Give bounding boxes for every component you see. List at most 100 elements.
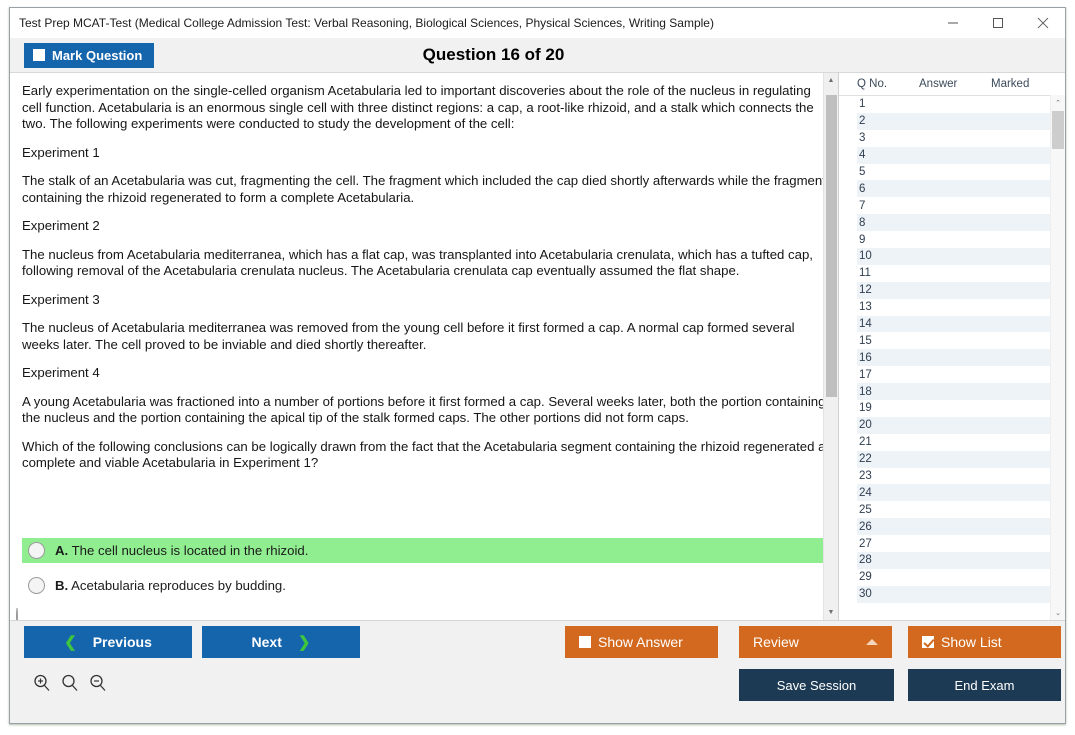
scroll-down-icon[interactable]: ⌄	[1055, 609, 1061, 617]
mark-question-button[interactable]: Mark Question	[24, 42, 155, 68]
question-list-row[interactable]: 6	[857, 180, 1050, 198]
review-dropdown[interactable]: Review	[739, 626, 892, 658]
question-list-row[interactable]: 16	[857, 349, 1050, 367]
question-number: 6	[859, 182, 866, 195]
question-list-row[interactable]: 8	[857, 214, 1050, 232]
next-label: Next	[251, 634, 282, 650]
question-list-pane: Q No. Answer Marked 1 2 3 4 5 6 7 8 9 10 11 12 13 14 1…	[839, 72, 1065, 620]
show-answer-label: Show Answer	[598, 634, 683, 650]
show-list-checkbox-icon	[922, 636, 934, 648]
radio-icon[interactable]	[28, 577, 45, 594]
close-icon[interactable]	[1020, 8, 1065, 38]
show-answer-button[interactable]: Show Answer	[565, 626, 718, 658]
question-list-row[interactable]: 26	[857, 518, 1050, 536]
radio-icon[interactable]	[28, 542, 45, 559]
question-list-scrollbar[interactable]: ⌃ ⌄	[1050, 95, 1065, 620]
question-number: 26	[859, 520, 872, 533]
zoom-reset-icon[interactable]	[60, 673, 80, 693]
question-list-row[interactable]: 1	[857, 96, 1050, 113]
question-list-row[interactable]: 23	[857, 468, 1050, 485]
question-list-row[interactable]: 3	[857, 130, 1050, 147]
option-text: Acetabularia reproduces by budding.	[71, 578, 286, 593]
option-letter: A.	[55, 543, 69, 558]
end-exam-button[interactable]: End Exam	[908, 669, 1061, 701]
question-list-row[interactable]: 2	[857, 112, 1050, 130]
passage-scrollbar-thumb[interactable]	[826, 95, 837, 397]
passage-paragraph: Experiment 3	[22, 291, 100, 307]
question-list-row[interactable]: 9	[857, 231, 1050, 248]
question-number: 11	[859, 267, 871, 280]
question-list-row[interactable]: 24	[857, 484, 1050, 502]
answer-option-c-clipped[interactable]	[10, 608, 838, 620]
minimize-icon[interactable]	[930, 8, 975, 38]
question-number: 30	[859, 588, 872, 601]
window-title: Test Prep MCAT-Test (Medical College Adm…	[19, 16, 714, 30]
passage-text: Early experimentation on the single-cell…	[10, 73, 838, 538]
question-list-row[interactable]: 4	[857, 146, 1050, 164]
previous-button[interactable]: ❮ Previous	[24, 626, 192, 658]
question-number: 14	[859, 318, 872, 331]
question-list-row[interactable]: 7	[857, 197, 1050, 214]
passage-scrollbar[interactable]: ▲ ▼	[823, 73, 838, 620]
maximize-icon[interactable]	[975, 8, 1020, 38]
passage-paragraph: The stalk of an Acetabularia was cut, fr…	[22, 173, 826, 205]
option-text: The cell nucleus is located in the rhizo…	[71, 543, 309, 558]
question-list-row[interactable]: 19	[857, 400, 1050, 417]
question-number: 9	[859, 233, 866, 246]
question-list-row[interactable]: 28	[857, 552, 1050, 569]
question-list-row[interactable]: 12	[857, 281, 1050, 299]
question-list-row[interactable]: 22	[857, 450, 1050, 468]
show-list-label: Show List	[941, 634, 1002, 650]
answer-options: A. The cell nucleus is located in the rh…	[10, 538, 838, 608]
question-number: 7	[859, 199, 866, 212]
question-number: 21	[859, 436, 872, 449]
scroll-up-icon[interactable]: ⌃	[1055, 99, 1061, 107]
question-list-row[interactable]: 14	[857, 315, 1050, 333]
review-label: Review	[753, 634, 799, 650]
question-number: 13	[859, 301, 872, 314]
scroll-up-icon[interactable]: ▲	[827, 77, 835, 84]
question-list-row[interactable]: 27	[857, 535, 1050, 552]
scroll-down-icon[interactable]: ▼	[827, 609, 835, 616]
question-list-row[interactable]: 5	[857, 164, 1050, 181]
show-list-button[interactable]: Show List	[908, 626, 1061, 658]
question-number: 16	[859, 351, 872, 364]
next-button[interactable]: Next ❯	[202, 626, 360, 658]
question-list-row[interactable]: 11	[857, 265, 1050, 282]
zoom-out-icon[interactable]	[88, 673, 108, 693]
question-list-row[interactable]: 29	[857, 569, 1050, 586]
question-list-row[interactable]: 10	[857, 248, 1050, 265]
question-list-row[interactable]: 21	[857, 434, 1050, 451]
passage-paragraph: The nucleus of Acetabularia mediterranea…	[22, 320, 795, 352]
answer-option-a[interactable]: A. The cell nucleus is located in the rh…	[22, 538, 826, 563]
question-list-row[interactable]: 17	[857, 366, 1050, 383]
question-number: 19	[859, 402, 872, 415]
question-counter-text: Question 16 of 20	[422, 45, 565, 64]
chevron-right-icon: ❯	[297, 633, 311, 651]
title-bar: Test Prep MCAT-Test (Medical College Adm…	[10, 8, 1065, 38]
column-header-qno: Q No.	[857, 78, 888, 90]
zoom-in-icon[interactable]	[32, 673, 52, 693]
question-list-row[interactable]: 20	[857, 416, 1050, 434]
passage-paragraph: The nucleus from Acetabularia mediterran…	[22, 246, 813, 279]
question-number: 4	[859, 149, 866, 162]
passage-pane: Early experimentation on the single-cell…	[10, 72, 839, 620]
question-number: 28	[859, 554, 872, 567]
question-number: 18	[859, 385, 872, 398]
header-bar: Mark Question Question 16 of 20	[10, 38, 1065, 72]
question-number: 2	[859, 115, 866, 128]
save-session-label: Save Session	[776, 677, 857, 693]
answer-option-b[interactable]: B. Acetabularia reproduces by budding.	[22, 573, 826, 598]
question-list-row[interactable]: 15	[857, 332, 1050, 349]
question-list-row[interactable]: 25	[857, 501, 1050, 518]
radio-icon[interactable]	[16, 608, 18, 620]
question-list-row[interactable]: 13	[857, 299, 1050, 316]
save-session-button[interactable]: Save Session	[739, 669, 894, 701]
question-number: 15	[859, 334, 872, 347]
question-list-row[interactable]: 18	[857, 383, 1050, 401]
question-number: 27	[859, 537, 872, 550]
question-number: 8	[859, 216, 866, 229]
question-list-scrollbar-thumb[interactable]	[1052, 111, 1064, 149]
previous-label: Previous	[92, 634, 152, 650]
question-list-row[interactable]: 30	[857, 585, 1050, 603]
